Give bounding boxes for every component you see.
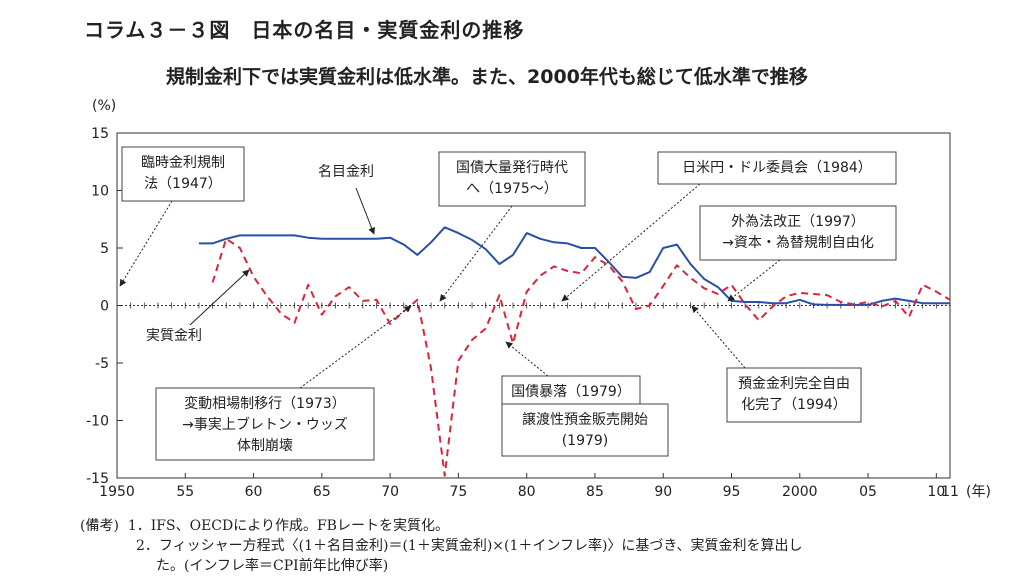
annotation-text: →資本・為替規制自由化	[722, 235, 874, 251]
leader-nominal	[355, 187, 375, 235]
x-tick-label: 90	[654, 484, 672, 500]
y-tick-label: 0	[100, 299, 109, 315]
note-2: 2．フィッシャー方程式〈(1＋名目金利)＝(1＋実質金利)×(1＋インフレ率)〉…	[136, 538, 803, 554]
figure-title: コラム３－３図 日本の名目・実質金利の推移	[84, 18, 525, 42]
leader-1947	[119, 200, 173, 287]
annotation-text: 国債暴落（1979）	[511, 384, 631, 400]
x-tick-label: 11	[941, 484, 959, 500]
leader-1975	[439, 205, 513, 302]
x-tick-label: 60	[245, 484, 263, 500]
annotation-text: 名目金利	[318, 164, 374, 180]
annotation-text: (1979)	[562, 433, 609, 449]
leader-1979	[505, 341, 549, 377]
annotation-text: 譲渡性預金販売開始	[522, 412, 648, 428]
annotation-box	[121, 146, 245, 202]
annotation-text: 国債大量発行時代	[456, 160, 568, 176]
series-line-nominal	[198, 226, 950, 306]
x-tick-label: 85	[586, 484, 604, 500]
annotation-text: 法（1947）	[144, 176, 222, 192]
annotation-box	[657, 151, 897, 185]
annotation-text: 臨時金利規制	[141, 155, 225, 171]
annotation-box	[438, 151, 586, 207]
x-tick-label: 80	[518, 484, 536, 500]
y-tick-label: -5	[95, 356, 109, 372]
y-tick-label: -10	[86, 414, 109, 430]
annotation-text: へ（1975～）	[466, 181, 558, 197]
notes: (備考) 1．IFS、OECDにより作成。FBレートを実質化。 2．フィッシャー…	[80, 516, 802, 576]
note-1: 1．IFS、OECDにより作成。FBレートを実質化。	[127, 518, 449, 534]
leader-1997	[727, 259, 781, 302]
y-tick-label: 10	[91, 184, 109, 200]
x-tick-label: 05	[859, 484, 877, 500]
annotation-text: 体制崩壊	[237, 438, 293, 454]
series-line-real	[211, 237, 951, 477]
note-3: た。(インフレ率＝CPI前年比伸び率)	[156, 558, 389, 574]
leader-1994	[691, 305, 746, 369]
annotation-text: 化完了（1994）	[741, 397, 847, 413]
y-tick-label: 5	[100, 241, 109, 257]
chart-subtitle: 規制金利下では実質金利は低水準。また、2000年代も総じて低水準で推移	[166, 66, 808, 88]
annotation-box	[155, 387, 375, 461]
annotation-box	[726, 367, 862, 423]
annotation-text: →事実上ブレトン・ウッズ	[182, 416, 348, 433]
x-axis-unit: (年)	[966, 484, 991, 500]
annotation-text: 外為法改正（1997）	[731, 214, 865, 230]
x-tick-label: 10	[927, 484, 945, 500]
y-tick-label: 15	[91, 126, 109, 142]
annotation-box	[501, 403, 669, 457]
leader-real	[189, 269, 250, 326]
x-tick-label: 75	[449, 484, 467, 500]
x-tick-label: 1950	[99, 484, 135, 500]
annotation-text: 預金金利完全自由	[738, 375, 850, 392]
annotation-box	[699, 205, 897, 261]
leader-1973	[299, 305, 412, 389]
annotation-text: 変動相場制移行（1973）	[184, 395, 346, 412]
x-tick-label: 55	[176, 484, 194, 500]
y-tick-label: -15	[86, 471, 109, 487]
annotation-text: 日米円・ドル委員会（1984）	[682, 160, 872, 176]
x-tick-label: 2000	[782, 484, 818, 500]
x-tick-label: 95	[723, 484, 741, 500]
annotation-box	[501, 375, 641, 405]
x-tick-label: 70	[381, 484, 399, 500]
annotation-text: 実質金利	[146, 328, 202, 344]
x-tick-label: 65	[313, 484, 331, 500]
notes-label: (備考)	[80, 518, 119, 534]
y-axis-unit: (%)	[92, 98, 116, 114]
